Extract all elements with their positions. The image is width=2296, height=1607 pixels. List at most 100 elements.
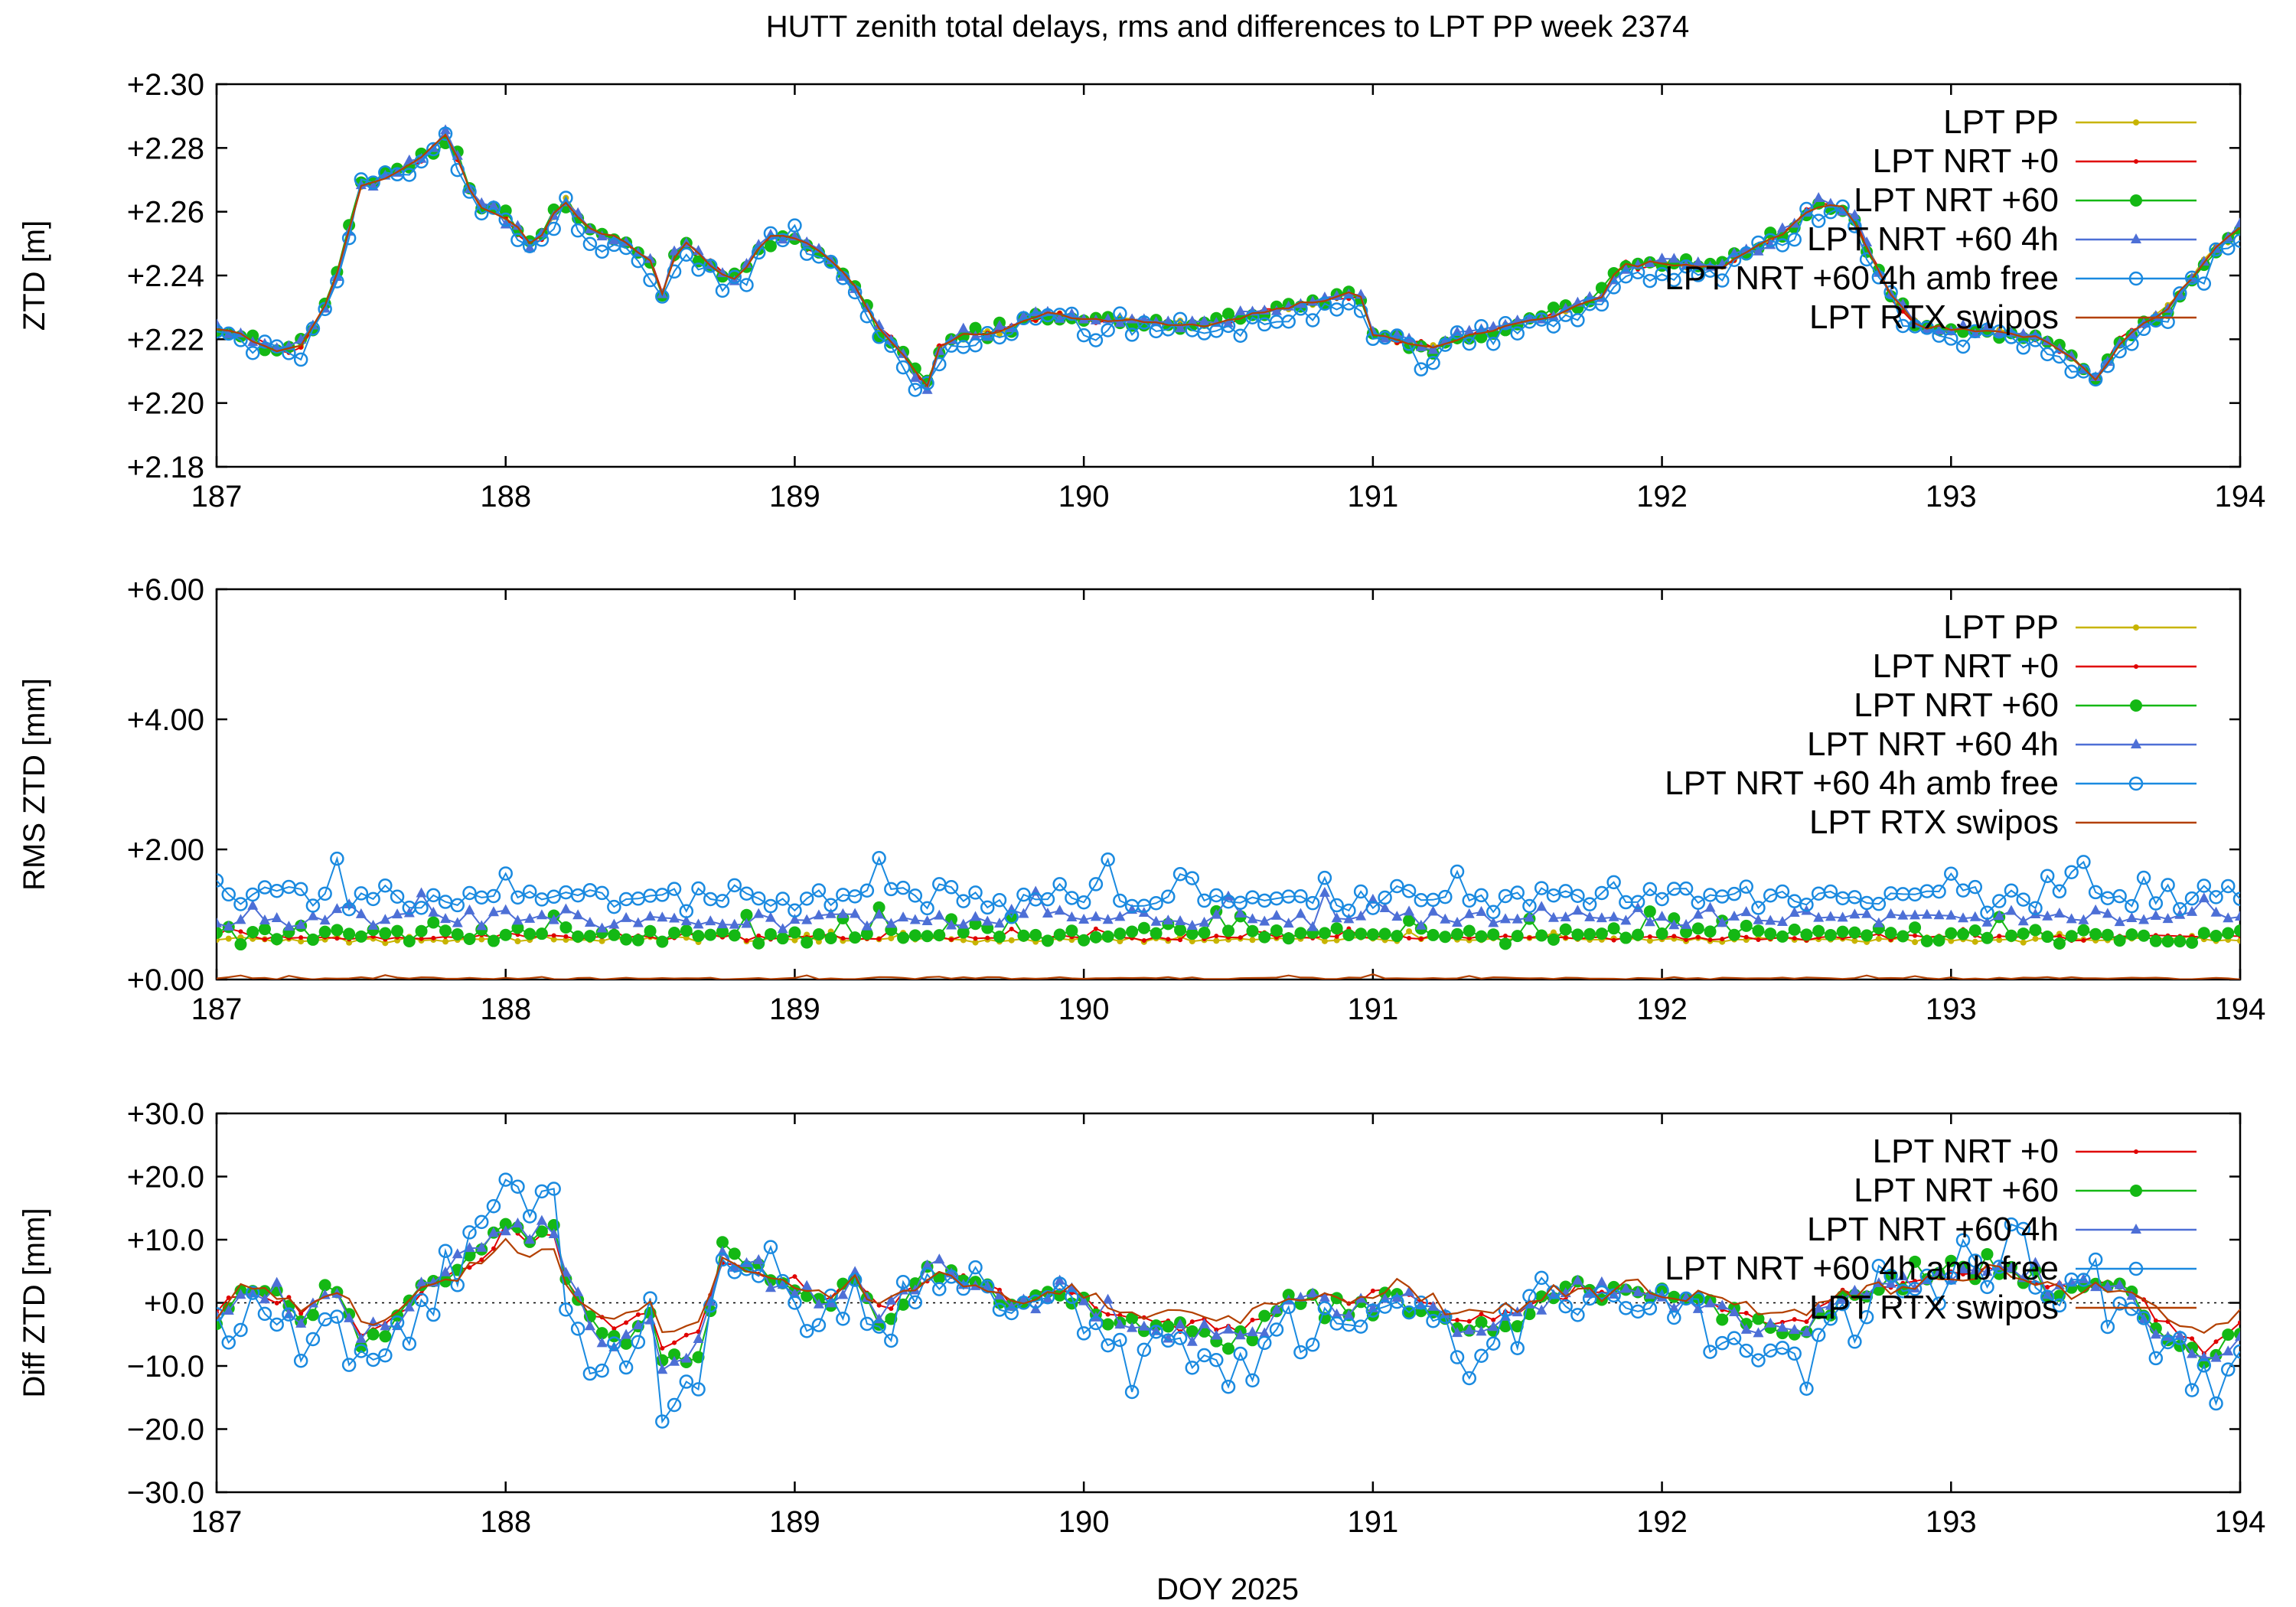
lpt-nrt-60-4h-point [536,1214,547,1225]
lpt-nrt-0-point [1671,934,1677,939]
lpt-nrt-60-point [1137,921,1150,934]
lpt-nrt-60-4h-amb-free-point [2100,1319,2115,1335]
lpt-nrt-60-4h-amb-free-point [2221,241,2236,256]
lpt-nrt-60-4h-point [2210,1351,2222,1362]
lpt-nrt-60-point [1078,934,1091,947]
y-tick-label: +2.22 [127,323,204,357]
lpt-nrt-0-point [744,938,749,944]
lpt-nrt-60-4h-amb-free-point [341,901,357,917]
lpt-nrt-60-4h-point [693,244,704,255]
x-tick-label: 192 [1636,1505,1688,1539]
lpt-nrt-60-4h-point [2114,916,2125,927]
lpt-nrt-0-point [683,1332,689,1338]
lpt-nrt-60-point [1318,1312,1331,1325]
x-tick-label: 194 [2215,1505,2266,1539]
lpt-nrt-0-point [1707,937,1713,943]
lpt-nrt-60-4h-amb-free-point [2232,892,2240,906]
lpt-pp-point [298,938,305,945]
lpt-nrt-60-4h-amb-free-point [1775,884,1790,899]
lpt-nrt-60-4h-point [548,1228,559,1239]
lpt-nrt-0-point [1527,935,1532,940]
lpt-nrt-60-4h-point [1910,909,1921,920]
lpt-nrt-0-point [1407,935,1412,940]
lpt-nrt-60-4h-point [934,1253,945,1264]
legend-label: LPT NRT +60 [1854,181,2059,219]
lpt-nrt-60-4h-amb-free-point [727,878,742,893]
lpt-nrt-60-4h-point [2198,892,2210,903]
lpt-nrt-60-4h-point [657,911,668,922]
lpt-nrt-60-4h-point [1367,893,1378,904]
lpt-nrt-60-4h-point [1704,901,1716,912]
lpt-nrt-60-4h-point [440,124,452,135]
lpt-nrt-60-4h-amb-free-point [217,873,224,888]
lpt-nrt-60-4h-point [1259,1327,1270,1338]
lpt-nrt-60-4h-amb-free-point [618,1360,634,1375]
lpt-nrt-60-point [1222,308,1234,321]
lpt-nrt-60-point [1427,928,1440,941]
lpt-nrt-60-4h-amb-free-point [968,337,983,353]
lpt-nrt-60-4h-point [1740,906,1752,917]
lpt-nrt-60-4h-amb-free-point [1197,893,1212,908]
lpt-nrt-60-point [2197,927,2210,940]
lpt-nrt-60-point [716,925,729,938]
lpt-nrt-60-4h-point [1415,919,1427,930]
lpt-nrt-60-4h-point [861,920,872,931]
lpt-nrt-60-4h-point [355,908,367,918]
lpt-nrt-60-4h-point [271,1276,282,1287]
lpt-nrt-0-point [1913,933,1918,938]
lpt-nrt-60-4h-point [717,918,728,929]
lpt-nrt-60-4h-point [1295,1291,1306,1302]
lpt-nrt-60-4h-point [1391,1292,1403,1302]
lpt-nrt-60-point [2065,930,2078,943]
lpt-nrt-60-4h-point [777,233,788,244]
lpt-nrt-60-4h-point [1078,914,1090,924]
lpt-nrt-60-4h-point [1066,911,1078,921]
lpt-nrt-60-4h-amb-free-point [2161,315,2175,329]
lpt-nrt-60-point [270,933,283,946]
lpt-nrt-0-point [1250,1317,1255,1322]
lpt-nrt-60-point [2113,934,2126,947]
y-tick-label: +6.00 [127,573,204,607]
lpt-nrt-60-4h-amb-free-point [366,175,380,190]
lpt-nrt-60-point [1704,925,1717,938]
lpt-nrt-60-4h-point [2235,910,2240,921]
lpt-pp-point [960,937,967,944]
lpt-nrt-60-point [1174,924,1187,937]
lpt-nrt-60-4h-amb-free-point [1787,232,1802,247]
x-tick-label: 191 [1347,1505,1398,1539]
lpt-nrt-60-4h-amb-free-point [257,1306,272,1322]
lpt-pp-point [550,936,557,943]
lpt-rtx-swipos-line [217,1237,2240,1334]
lpt-nrt-60-4h-amb-free-point [1269,1322,1284,1337]
lpt-nrt-60-point [258,923,271,936]
lpt-nrt-60-4h-amb-free-point [354,886,369,901]
lpt-nrt-60-point [1378,927,1391,940]
lpt-nrt-60-4h-amb-free-point [2076,1273,2091,1287]
lpt-nrt-60-4h-amb-free-point [1390,328,1404,343]
lpt-nrt-60-4h-point [2042,910,2053,921]
lpt-nrt-60-4h-amb-free-point [1859,1309,1874,1325]
lpt-nrt-60-point [897,1298,910,1311]
lpt-nrt-60-4h-point [1512,913,1523,924]
lpt-nrt-60-point [897,931,910,944]
lpt-nrt-60-4h-amb-free-point [2173,901,2187,917]
lpt-nrt-60-4h-point [2174,908,2186,919]
lpt-nrt-60-4h-amb-free-point [1691,895,1706,911]
lpt-nrt-60-4h-amb-free-point [1076,328,1091,343]
lpt-nrt-60-4h-amb-free-point [667,264,682,279]
lpt-nrt-60-4h-amb-free-point [1438,889,1453,905]
lpt-nrt-60-4h-point [1873,917,1884,927]
lpt-nrt-60-4h-amb-free-point [414,1292,429,1308]
lpt-nrt-60-4h-amb-free-point [546,1182,561,1196]
lpt-nrt-60-point [318,1279,331,1292]
lpt-nrt-0-point [1189,1319,1195,1325]
x-tick-label: 187 [191,480,243,513]
lpt-nrt-0-point [1684,937,1689,943]
lpt-nrt-60-4h-amb-free-point [1751,901,1766,915]
lpt-nrt-60-4h-point [2114,1279,2125,1289]
lpt-nrt-0-point [1743,1310,1749,1315]
lpt-nrt-60-4h-amb-free-point [788,1296,802,1310]
lpt-nrt-60-4h-point [621,1328,632,1339]
lpt-nrt-60-point [2029,924,2042,937]
